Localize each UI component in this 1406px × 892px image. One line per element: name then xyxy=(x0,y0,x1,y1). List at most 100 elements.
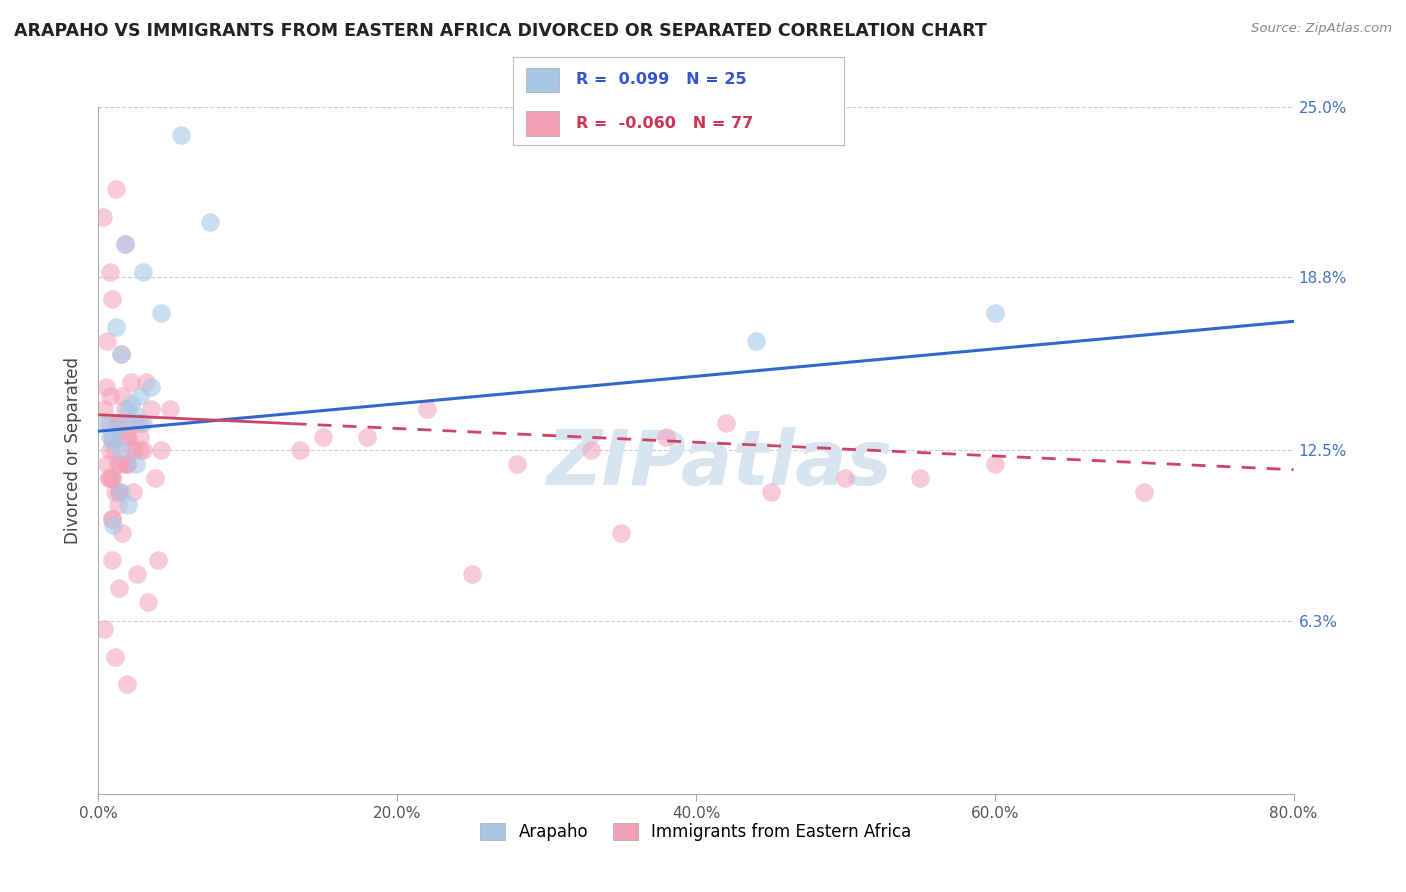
Point xyxy=(101,553,124,567)
Point xyxy=(150,306,173,320)
Point xyxy=(132,416,155,430)
Point xyxy=(129,430,152,444)
Point xyxy=(97,471,120,485)
Point xyxy=(114,416,136,430)
Point xyxy=(121,484,143,499)
Point xyxy=(139,380,162,394)
Point xyxy=(111,525,134,540)
Point xyxy=(834,471,856,485)
Point xyxy=(97,416,120,430)
Point xyxy=(101,471,124,485)
Point xyxy=(129,443,152,458)
Y-axis label: Divorced or Separated: Divorced or Separated xyxy=(65,357,83,544)
Point xyxy=(96,457,118,471)
Point xyxy=(101,430,124,444)
Point xyxy=(101,512,124,526)
Point xyxy=(115,457,138,471)
Point xyxy=(759,484,782,499)
Point xyxy=(159,402,181,417)
Point xyxy=(98,430,122,444)
Point xyxy=(984,306,1007,320)
Point xyxy=(98,443,122,458)
Point xyxy=(148,553,170,567)
Point xyxy=(101,293,124,307)
Point xyxy=(110,347,132,361)
Text: Source: ZipAtlas.com: Source: ZipAtlas.com xyxy=(1251,22,1392,36)
Point xyxy=(143,471,166,485)
Point xyxy=(98,265,122,279)
Point xyxy=(908,471,931,485)
Point xyxy=(115,430,138,444)
Point xyxy=(655,430,678,444)
Point xyxy=(745,334,768,348)
Point xyxy=(104,484,127,499)
Point xyxy=(105,182,128,196)
Point xyxy=(103,517,125,532)
Point xyxy=(108,416,131,430)
Point xyxy=(120,397,142,411)
Point xyxy=(714,416,737,430)
Point xyxy=(97,471,120,485)
Point xyxy=(461,567,484,582)
Point xyxy=(311,430,333,444)
Point xyxy=(150,443,173,458)
Point xyxy=(115,457,138,471)
Point xyxy=(135,375,157,389)
Point xyxy=(114,457,136,471)
Point xyxy=(103,424,125,438)
Point xyxy=(125,408,148,422)
Point xyxy=(108,416,131,430)
Point xyxy=(114,237,136,252)
Point xyxy=(96,334,118,348)
Legend: Arapaho, Immigrants from Eastern Africa: Arapaho, Immigrants from Eastern Africa xyxy=(474,816,918,847)
Text: R =  -0.060   N = 77: R = -0.060 N = 77 xyxy=(576,116,754,131)
Point xyxy=(169,128,191,142)
Text: ARAPAHO VS IMMIGRANTS FROM EASTERN AFRICA DIVORCED OR SEPARATED CORRELATION CHAR: ARAPAHO VS IMMIGRANTS FROM EASTERN AFRIC… xyxy=(14,22,987,40)
Point xyxy=(103,435,125,450)
Point xyxy=(984,457,1007,471)
Point xyxy=(200,215,222,229)
Point xyxy=(125,457,148,471)
Point xyxy=(107,457,129,471)
Point xyxy=(506,457,529,471)
Point xyxy=(1133,484,1156,499)
Point xyxy=(117,402,139,417)
Point xyxy=(115,677,138,691)
Point xyxy=(120,375,142,389)
Point xyxy=(110,443,132,458)
Point xyxy=(610,525,633,540)
Point xyxy=(121,443,143,458)
Point xyxy=(98,388,122,402)
Point xyxy=(121,443,143,458)
Point xyxy=(114,402,136,417)
Point xyxy=(129,388,152,402)
Point xyxy=(108,484,131,499)
Point xyxy=(125,416,148,430)
Point xyxy=(110,484,132,499)
Bar xyxy=(526,68,560,92)
Text: R =  0.099   N = 25: R = 0.099 N = 25 xyxy=(576,72,747,87)
Point xyxy=(112,430,135,444)
Point xyxy=(356,430,378,444)
Point xyxy=(105,319,128,334)
Point xyxy=(139,402,162,417)
Point xyxy=(114,237,136,252)
Point xyxy=(127,567,149,582)
Point xyxy=(104,443,127,458)
Point xyxy=(93,402,115,417)
Point xyxy=(108,581,131,595)
Text: ZIPatlas: ZIPatlas xyxy=(547,427,893,501)
Point xyxy=(91,210,114,224)
Point xyxy=(132,265,155,279)
Point xyxy=(108,484,131,499)
Point xyxy=(110,347,132,361)
Point xyxy=(107,499,129,513)
Point xyxy=(416,402,439,417)
Point xyxy=(136,594,159,608)
Point xyxy=(94,380,117,394)
Point xyxy=(107,416,129,430)
Point xyxy=(108,457,131,471)
Point xyxy=(117,499,139,513)
Point xyxy=(132,443,155,458)
Point xyxy=(117,430,139,444)
